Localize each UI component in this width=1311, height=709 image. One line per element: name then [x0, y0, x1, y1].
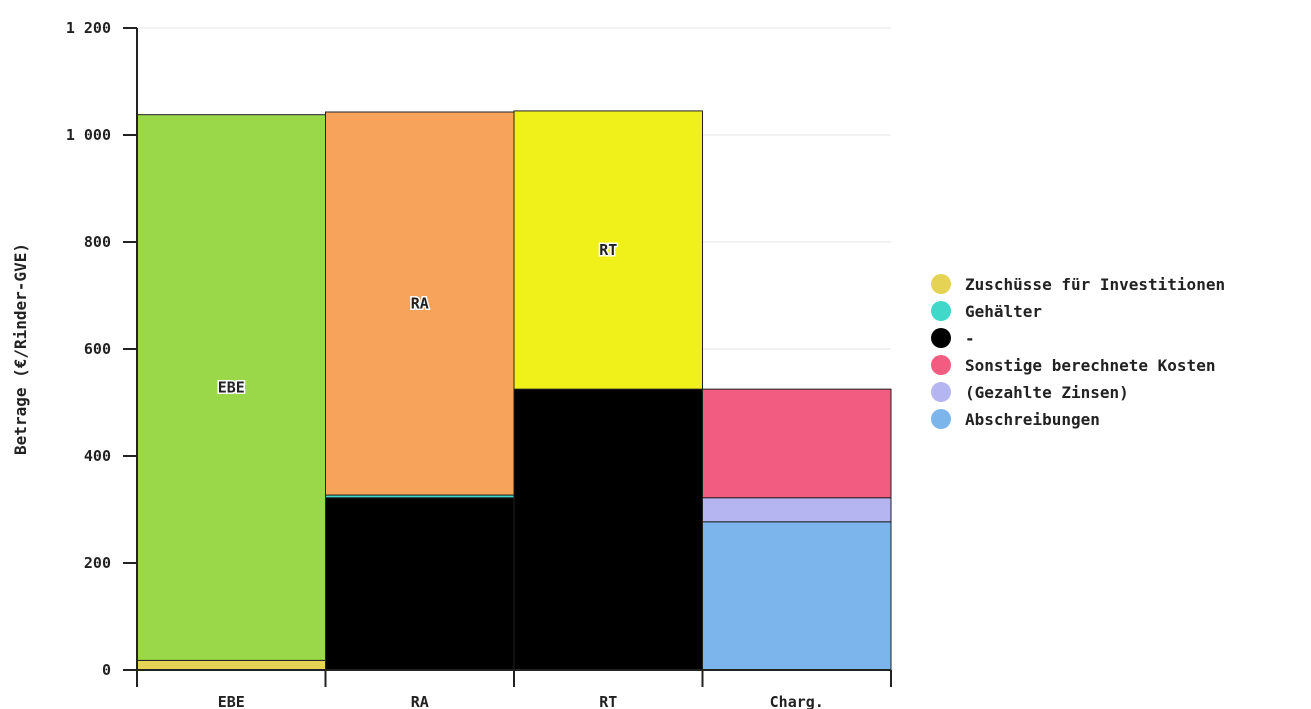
y-tick-label-2: 400: [84, 447, 111, 465]
bar-charg-abschreibungen: [702, 521, 892, 671]
y-tick-label-3: 600: [84, 340, 111, 358]
legend-item-abschreibungen[interactable]: Abschreibungen: [931, 409, 1100, 429]
legend: Zuschüsse für Investitionen Gehälter - Sons…: [931, 274, 1225, 429]
x-tick-label-ebe: EBE: [218, 693, 245, 709]
legend-label-gezahlte-zinsen: (Gezahlte Zinsen): [965, 383, 1129, 402]
x-tick-label-ra: RA: [411, 693, 429, 709]
legend-marker-geh-lter: [931, 301, 951, 321]
y-tick-label-4: 800: [84, 233, 111, 251]
y-tick-label-5: 1 000: [66, 126, 111, 144]
legend-item-dash[interactable]: -: [931, 328, 975, 348]
legend-label-geh-lter: Gehälter: [965, 302, 1042, 321]
legend-item-zusch-sse-f-r-investitionen[interactable]: Zuschüsse für Investitionen: [931, 274, 1225, 294]
bar-charg-sonstige-berechnete-kosten: [702, 388, 892, 499]
bar-ra-dash: [325, 497, 515, 671]
bar-rt-dash: [513, 388, 703, 671]
bar-labels: EBE RA RT: [216, 240, 619, 398]
bar-label-ra: RA: [411, 295, 429, 313]
y-axis-title: Betrage (€/Rinder-GVE): [11, 243, 30, 455]
legend-marker-sonstige-berechnete-kosten: [931, 355, 951, 375]
bar-label-ebe: EBE: [218, 379, 245, 397]
legend-item-gezahlte-zinsen[interactable]: (Gezahlte Zinsen): [931, 382, 1129, 402]
bar-rt-rt: [513, 110, 703, 390]
legend-item-geh-lter[interactable]: Gehälter: [931, 301, 1042, 321]
y-tick-label-0: 0: [102, 661, 111, 679]
x-tick-label-rt: RT: [599, 693, 617, 709]
axes: 0 200 400 600 800 1 000 1 200 EBE RA RT Charg.: [66, 19, 892, 709]
bar-ebe-zusch-sse-f-r-investitionen: [136, 659, 326, 671]
legend-label-zusch-sse-f-r-investitionen: Zuschüsse für Investitionen: [965, 275, 1225, 294]
legend-marker-abschreibungen: [931, 409, 951, 429]
legend-marker-dash: [931, 328, 951, 348]
bar-label-rt: RT: [599, 241, 617, 259]
legend-marker-gezahlte-zinsen: [931, 382, 951, 402]
legend-label-abschreibungen: Abschreibungen: [965, 410, 1100, 429]
bar-ra-ra: [325, 111, 515, 496]
y-tick-label-1: 200: [84, 554, 111, 572]
bar-charg-gezahlte-zinsen: [702, 497, 892, 523]
legend-marker-zusch-sse-f-r-investitionen: [931, 274, 951, 294]
legend-item-sonstige-berechnete-kosten[interactable]: Sonstige berechnete Kosten: [931, 355, 1215, 375]
legend-label-dash: -: [965, 329, 975, 348]
x-tick-label-charg: Charg.: [770, 693, 824, 709]
y-tick-label-6: 1 200: [66, 19, 111, 37]
bars: [136, 110, 892, 671]
legend-label-sonstige-berechnete-kosten: Sonstige berechnete Kosten: [965, 356, 1215, 375]
bar-ebe-ebe: [136, 114, 326, 661]
